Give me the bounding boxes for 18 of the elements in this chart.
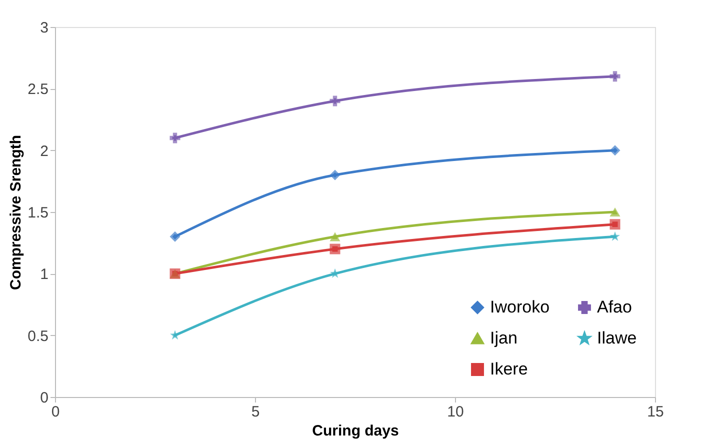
x-tick-label: 5 xyxy=(251,404,260,420)
y-axis-title: Compressive Srength xyxy=(8,134,25,290)
y-tick-label: 0.5 xyxy=(28,328,48,345)
x-axis-title: Curing days xyxy=(312,422,399,440)
legend-label: Ijan xyxy=(490,328,518,348)
y-tick-label: 1 xyxy=(40,266,48,284)
x-tick-label: 10 xyxy=(447,404,464,420)
y-tick-label: 2.5 xyxy=(28,81,48,98)
legend-label: Iworoko xyxy=(490,298,550,317)
x-tick-label: 0 xyxy=(51,404,60,420)
legend-label: Afao xyxy=(597,298,632,317)
y-tick-label: 3 xyxy=(40,20,48,36)
y-tick-label: 1.5 xyxy=(28,204,48,222)
y-tick-label: 0 xyxy=(40,390,48,406)
legend-label: Ilawe xyxy=(597,328,637,348)
legend-label: Ikere xyxy=(490,360,528,378)
y-tick-label: 2 xyxy=(40,142,48,160)
x-tick-label: 15 xyxy=(647,404,664,420)
